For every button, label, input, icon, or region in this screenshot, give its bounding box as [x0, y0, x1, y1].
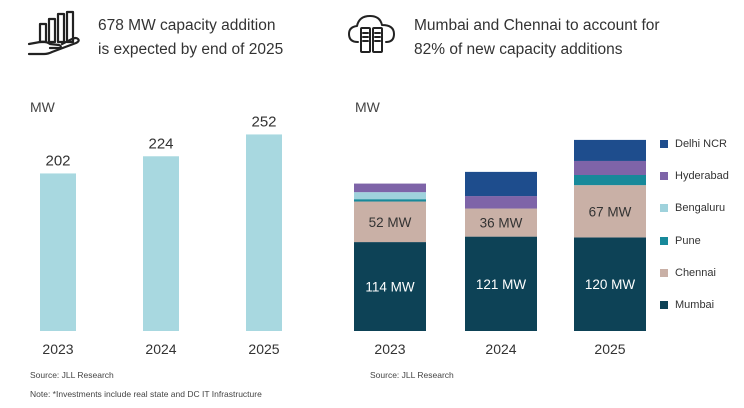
legend-swatch-hyderabad [660, 172, 668, 181]
left-headline-line2: is expected by end of 2025 [98, 41, 284, 58]
left-unit-label: MW [30, 99, 55, 115]
legend-swatch-pune [660, 236, 668, 245]
right-source: Source: JLL Research [370, 370, 454, 380]
segment-hyderabad-2024 [465, 196, 537, 209]
segment-label-mumbai-2025: 120 MW [585, 277, 636, 292]
bar-2024 [143, 156, 179, 331]
segment-pune-2025 [574, 175, 646, 186]
legend-item-pune: Pune [660, 233, 729, 249]
bar-2023 [40, 173, 76, 331]
legend-label-mumbai: Mumbai [675, 298, 715, 311]
x-tick-stacked-2025: 2025 [594, 341, 625, 357]
cloud-server-icon [346, 12, 398, 58]
legend-item-hyderabad: Hyderabad [660, 168, 729, 184]
right-headline-line1: Mumbai and Chennai to account for [414, 17, 660, 34]
legend-item-chennai: Chennai [660, 265, 729, 281]
left-headline-line1: 678 MW capacity addition [98, 17, 276, 34]
segment-hyderabad-2023 [354, 183, 426, 193]
segment-mumbai-2025 [574, 237, 646, 331]
bar-2025 [246, 134, 282, 331]
right-headline: Mumbai and Chennai to account for 82% of… [414, 14, 660, 62]
hand-holding-bar-chart-icon [26, 10, 82, 58]
data-label-2024: 224 [148, 135, 173, 152]
segment-delhi-ncr-2024 [465, 171, 537, 197]
legend-swatch-chennai [660, 268, 668, 277]
segment-label-chennai-2025: 67 MW [589, 204, 632, 219]
legend-swatch-delhi-ncr [660, 140, 668, 148]
legend-label-chennai: Chennai [675, 266, 716, 279]
legend-item-delhi-ncr: Delhi NCR [660, 136, 729, 152]
segment-chennai-2024 [465, 208, 537, 237]
legend-label-bengaluru: Bengaluru [675, 202, 726, 215]
x-tick-2023: 2023 [42, 341, 73, 357]
segment-mumbai-2023 [354, 242, 426, 331]
segment-chennai-2025 [574, 185, 646, 238]
segment-label-mumbai-2024: 121 MW [476, 277, 527, 292]
x-tick-stacked-2024: 2024 [485, 341, 516, 357]
stacked-chart-legend: Delhi NCR Hyderabad Bengaluru Pune Chennai Mu… [660, 136, 729, 329]
legend-swatch-mumbai [660, 300, 668, 309]
segment-label-chennai-2023: 52 MW [369, 215, 412, 230]
x-tick-stacked-2023: 2023 [374, 341, 405, 357]
segment-mumbai-2024 [465, 236, 537, 331]
segment-label-mumbai-2023: 114 MW [365, 280, 415, 295]
legend-item-mumbai: Mumbai [660, 297, 729, 313]
segment-delhi-ncr-2025 [574, 139, 646, 161]
data-label-2023: 202 [45, 152, 70, 169]
x-tick-2024: 2024 [145, 341, 176, 357]
segment-chennai-2023 [354, 201, 426, 243]
left-source: Source: JLL Research [30, 370, 114, 380]
right-unit-label: MW [355, 99, 380, 115]
x-tick-2025: 2025 [248, 341, 279, 357]
legend-item-bengaluru: Bengaluru [660, 200, 729, 216]
data-label-2025: 252 [251, 113, 276, 130]
legend-label-delhi-ncr: Delhi NCR [675, 138, 727, 150]
segment-bengaluru-2023 [354, 192, 426, 200]
right-headline-line2: 82% of new capacity additions [414, 41, 623, 58]
segment-pune-2023 [354, 199, 426, 202]
footnote: Note: *Investments include real state an… [30, 389, 262, 399]
legend-label-hyderabad: Hyderabad [675, 170, 729, 183]
segment-hyderabad-2025 [574, 160, 646, 175]
left-headline: 678 MW capacity addition is expected by … [98, 14, 283, 62]
legend-label-pune: Pune [675, 234, 701, 247]
legend-swatch-bengaluru [660, 204, 668, 213]
segment-label-chennai-2024: 36 MW [480, 216, 523, 231]
